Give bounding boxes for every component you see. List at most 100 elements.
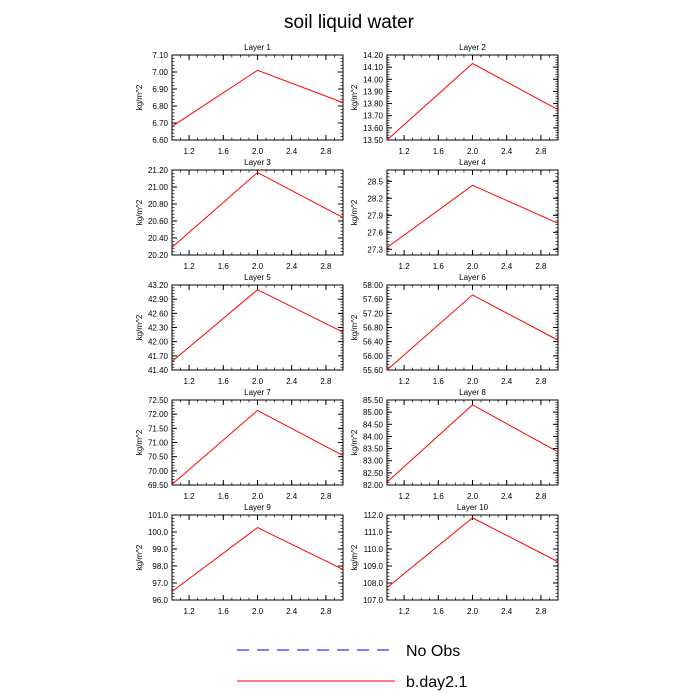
y-tick-label: 28.2 — [367, 194, 383, 203]
panel-layer-2: Layer 2 kg/m^2 1.2 1.6 2.0 2.4 2.8 13.50 13.60 13… — [350, 43, 559, 156]
y-tick-label: 100.0 — [148, 528, 169, 537]
y-tick-label: 27.3 — [367, 245, 383, 254]
x-tick-label: 2.0 — [252, 492, 264, 501]
y-tick-label: 56.00 — [363, 352, 384, 361]
series-line-b-day2-1 — [171, 171, 344, 248]
x-tick-label: 2.0 — [467, 492, 479, 501]
x-tick-label: 2.4 — [286, 262, 298, 271]
x-tick-label: 2.4 — [501, 262, 513, 271]
panel-title: Layer 8 — [459, 388, 486, 397]
x-tick-label: 2.4 — [286, 607, 298, 616]
x-tick-label: 1.2 — [184, 377, 196, 386]
x-tick-label: 2.0 — [252, 607, 264, 616]
y-tick-label: 41.40 — [148, 366, 169, 375]
panel-title: Layer 7 — [244, 388, 271, 397]
panel-title: Layer 6 — [459, 273, 486, 282]
y-tick-label: 58.00 — [363, 281, 384, 290]
y-tick-label: 70.50 — [148, 453, 169, 462]
y-axis-label: kg/m^2 — [350, 429, 359, 455]
y-tick-label: 13.50 — [363, 136, 384, 145]
y-tick-label: 84.50 — [363, 420, 384, 429]
y-tick-label: 56.40 — [363, 338, 384, 347]
x-tick-label: 1.6 — [218, 262, 230, 271]
x-tick-label: 1.6 — [433, 607, 445, 616]
panel-title: Layer 3 — [244, 158, 271, 167]
x-tick-label: 2.4 — [501, 607, 513, 616]
y-tick-label: 71.50 — [148, 424, 169, 433]
series-line-b-day2-1 — [171, 289, 344, 362]
y-tick-label: 27.9 — [367, 211, 383, 220]
plot-frame — [386, 284, 559, 371]
x-tick-label: 1.6 — [218, 377, 230, 386]
series-line-b-day2-1 — [386, 294, 559, 371]
x-tick-label: 2.0 — [252, 377, 264, 386]
x-tick-label: 1.2 — [399, 377, 411, 386]
y-tick-label: 21.20 — [148, 166, 169, 175]
x-tick-label: 2.8 — [535, 377, 547, 386]
y-tick-label: 20.60 — [148, 217, 169, 226]
panel-layer-1: Layer 1 kg/m^2 1.2 1.6 2.0 2.4 2.8 6.60 6.70 6.80… — [135, 43, 344, 156]
legend-label-no-obs: No Obs — [406, 643, 460, 660]
y-tick-label: 71.00 — [148, 439, 169, 448]
panel-layer-5: Layer 5 kg/m^2 1.2 1.6 2.0 2.4 2.8 41.40 41.70 42… — [135, 273, 344, 386]
x-tick-label: 2.0 — [467, 262, 479, 271]
y-tick-label: 14.00 — [363, 75, 384, 84]
y-tick-label: 107.0 — [363, 596, 384, 605]
series-line-b-day2-1 — [171, 69, 344, 127]
x-tick-label: 2.0 — [252, 262, 264, 271]
y-axis-label: kg/m^2 — [350, 544, 359, 570]
legend: No Obs b.day2.1 — [237, 643, 467, 691]
y-axis-label: kg/m^2 — [135, 84, 144, 110]
x-tick-label: 2.4 — [286, 147, 298, 156]
x-tick-label: 1.2 — [399, 607, 411, 616]
plot-frame — [386, 399, 559, 486]
y-tick-label: 70.00 — [148, 467, 169, 476]
y-tick-label: 14.20 — [363, 51, 384, 60]
y-tick-label: 96.0 — [152, 596, 168, 605]
y-tick-label: 41.70 — [148, 352, 169, 361]
figure-title: soil liquid water — [284, 12, 415, 33]
panel-title: Layer 5 — [244, 273, 271, 282]
legend-entry-no-obs: No Obs — [237, 643, 460, 660]
y-tick-label: 28.5 — [367, 177, 383, 186]
x-tick-label: 2.0 — [252, 147, 264, 156]
y-tick-label: 42.60 — [148, 309, 169, 318]
x-tick-label: 2.8 — [320, 492, 332, 501]
panel-title: Layer 2 — [459, 43, 486, 52]
y-tick-label: 6.90 — [152, 85, 168, 94]
series-line-b-day2-1 — [386, 184, 559, 249]
y-tick-label: 84.00 — [363, 432, 384, 441]
plot-frame — [386, 169, 559, 256]
x-tick-label: 2.8 — [535, 607, 547, 616]
series-line-b-day2-1 — [171, 409, 344, 485]
y-tick-label: 42.30 — [148, 324, 169, 333]
y-tick-label: 98.0 — [152, 562, 168, 571]
panel-layer-6: Layer 6 kg/m^2 1.2 1.6 2.0 2.4 2.8 55.60 56.00 56… — [350, 273, 559, 386]
y-tick-label: 109.0 — [363, 562, 384, 571]
y-tick-label: 42.00 — [148, 338, 169, 347]
panel-title: Layer 4 — [459, 158, 486, 167]
x-tick-label: 2.0 — [467, 377, 479, 386]
y-tick-label: 13.70 — [363, 112, 384, 121]
x-tick-label: 1.6 — [218, 492, 230, 501]
y-tick-label: 85.50 — [363, 396, 384, 405]
y-tick-label: 111.0 — [364, 528, 383, 537]
y-axis-label: kg/m^2 — [350, 199, 359, 225]
y-tick-label: 56.80 — [363, 324, 384, 333]
x-tick-label: 2.8 — [535, 262, 547, 271]
y-tick-label: 6.80 — [152, 102, 168, 111]
y-tick-label: 20.80 — [148, 200, 169, 209]
y-axis-label: kg/m^2 — [350, 84, 359, 110]
x-tick-label: 1.2 — [184, 492, 196, 501]
y-tick-label: 42.90 — [148, 295, 169, 304]
y-tick-label: 112.0 — [364, 511, 384, 520]
panel-title: Layer 10 — [457, 503, 489, 512]
x-tick-label: 1.2 — [399, 147, 411, 156]
y-tick-label: 83.00 — [363, 457, 384, 466]
y-tick-label: 13.60 — [363, 124, 384, 133]
plot-frame — [171, 284, 344, 371]
x-tick-label: 1.6 — [433, 377, 445, 386]
plot-frame — [386, 54, 559, 141]
panel-grid: Layer 1 kg/m^2 1.2 1.6 2.0 2.4 2.8 6.60 6.70 6.80… — [135, 43, 559, 616]
y-axis-label: kg/m^2 — [350, 314, 359, 340]
